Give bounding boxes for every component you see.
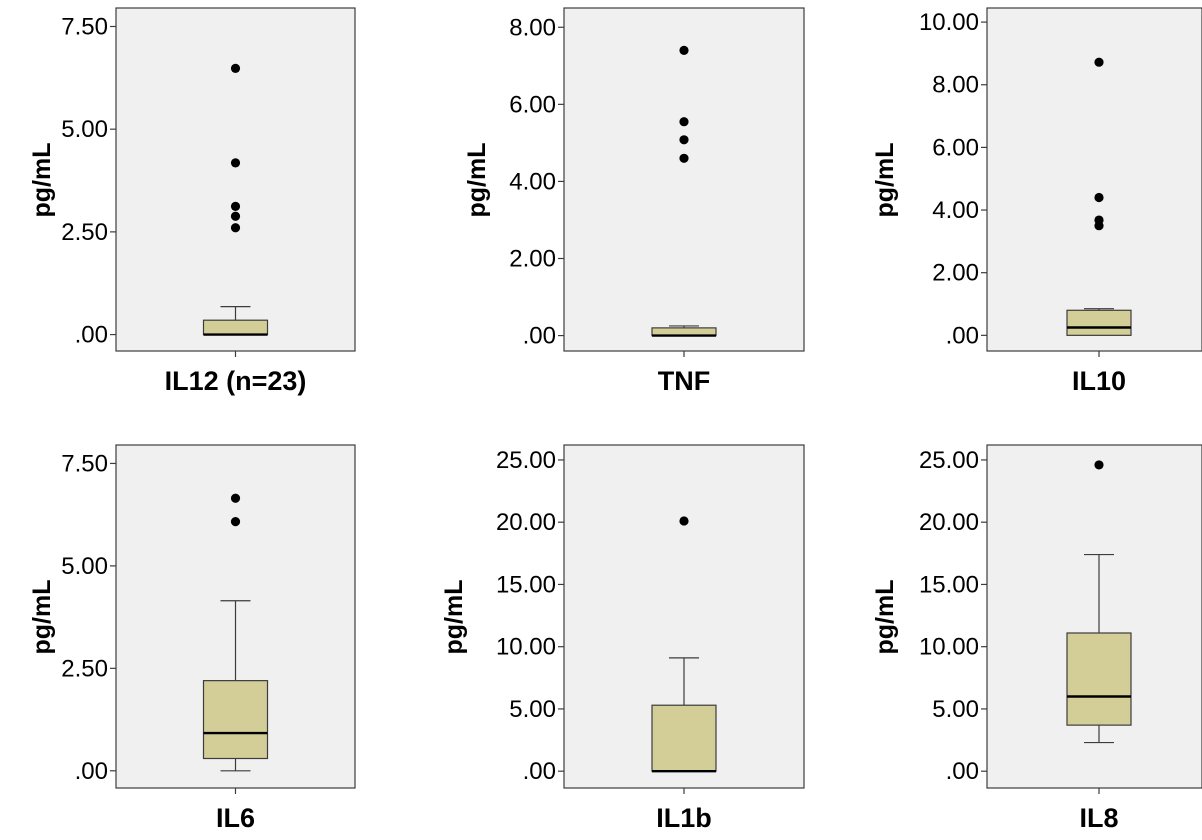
outlier-point: [679, 117, 689, 127]
x-axis-label: IL10: [1072, 366, 1126, 396]
y-tick-label: 25.00: [919, 447, 979, 474]
x-axis-label: IL8: [1079, 803, 1118, 833]
outlier-point: [679, 153, 689, 163]
y-axis-label: pg/mL: [463, 143, 491, 218]
y-axis-label: pg/mL: [28, 143, 56, 218]
y-tick-label: 10.00: [919, 634, 979, 661]
y-tick-label: .00: [946, 322, 979, 349]
outlier-point: [679, 135, 689, 145]
panel-6: .00 5.00 10.00 15.00 20.00 25.00 IL8 pg/mL: [871, 444, 1202, 833]
y-tick-label: 6.00: [509, 91, 556, 118]
panel-3: .00 2.00 4.00 6.00 8.00 10.00 IL10 pg/mL: [871, 7, 1202, 396]
outlier-point: [679, 45, 689, 55]
y-tick-label: 5.00: [61, 116, 108, 143]
y-tick-label: 5.00: [509, 696, 556, 723]
y-tick-label: .00: [946, 758, 979, 785]
outlier-point: [230, 158, 241, 168]
y-tick-label: 7.50: [61, 13, 108, 40]
y-axis-label: pg/mL: [871, 143, 899, 218]
y-tick-label: 4.00: [932, 197, 979, 224]
panel-5: .00 5.00 10.00 15.00 20.00 25.00 IL1b pg/mL: [440, 444, 805, 833]
x-axis-label: TNF: [658, 366, 710, 396]
iqr-box: [651, 704, 717, 772]
iqr-box: [202, 319, 269, 336]
panel-1: .00 2.50 5.00 7.50 IL12 (n=23) pg/mL: [28, 7, 356, 396]
outlier-point: [1094, 192, 1104, 203]
y-axis-label: pg/mL: [440, 580, 468, 655]
y-tick-label: 7.50: [61, 450, 108, 477]
outlier-point: [1094, 57, 1104, 67]
y-tick-label: 2.50: [61, 655, 108, 682]
panel-2: .00 2.00 4.00 6.00 8.00 TNF pg/mL: [463, 7, 805, 396]
iqr-box: [202, 680, 269, 760]
outlier-point: [230, 63, 241, 73]
y-tick-label: 2.00: [509, 246, 556, 273]
y-tick-label: 20.00: [496, 509, 556, 536]
y-tick-label: 8.00: [932, 72, 979, 99]
plot-area: [115, 7, 356, 352]
outlier-point: [230, 493, 241, 503]
x-axis-label: IL1b: [656, 803, 712, 833]
iqr-box: [1066, 632, 1132, 726]
outlier-point: [230, 517, 241, 527]
y-axis-label: pg/mL: [28, 580, 56, 655]
y-tick-label: 5.00: [61, 553, 108, 580]
outlier-point: [1094, 460, 1104, 470]
outlier-point: [230, 201, 241, 212]
plot-area: [986, 7, 1202, 352]
y-tick-label: 15.00: [496, 571, 556, 598]
y-tick-label: 6.00: [932, 134, 979, 161]
y-tick-label: 5.00: [932, 696, 979, 723]
y-tick-label: 10.00: [919, 9, 979, 36]
outlier-point: [1094, 221, 1104, 231]
outlier-point: [679, 516, 689, 526]
y-tick-label: 2.50: [61, 219, 108, 246]
x-axis-label: IL6: [216, 803, 255, 833]
y-tick-label: .00: [75, 322, 108, 349]
outlier-point: [230, 211, 241, 221]
y-tick-label: .00: [75, 758, 108, 785]
x-axis-label: IL12 (n=23): [165, 366, 307, 396]
plot-area: [986, 444, 1202, 789]
y-tick-label: 25.00: [496, 447, 556, 474]
outlier-point: [230, 223, 241, 233]
iqr-box: [1066, 309, 1132, 336]
y-tick-label: 20.00: [919, 509, 979, 536]
y-tick-label: 10.00: [496, 634, 556, 661]
y-tick-label: 8.00: [509, 14, 556, 41]
y-tick-label: .00: [523, 758, 556, 785]
y-tick-label: 4.00: [509, 168, 556, 195]
y-tick-label: 15.00: [919, 571, 979, 598]
y-axis-label: pg/mL: [871, 580, 899, 655]
y-tick-label: .00: [523, 323, 556, 350]
y-tick-label: 2.00: [932, 260, 979, 287]
plot-area: [563, 7, 805, 352]
panel-4: .00 2.50 5.00 7.50 IL6 pg/mL: [28, 444, 356, 833]
